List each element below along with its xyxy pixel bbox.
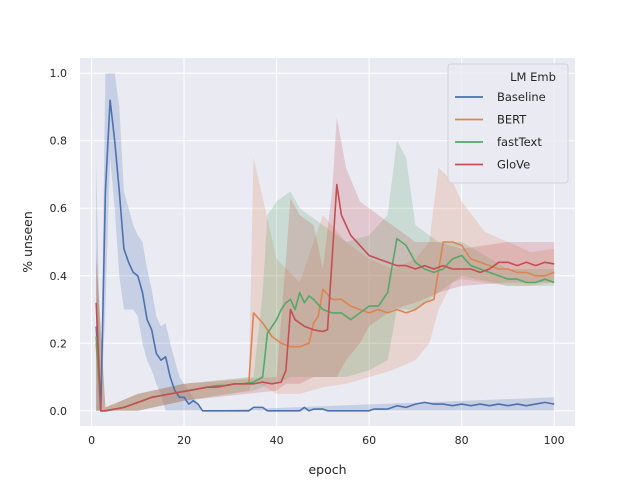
x-tick-label: 60 (362, 434, 376, 447)
x-tick-label: 20 (177, 434, 191, 447)
y-tick-label: 1.0 (50, 67, 68, 80)
x-axis-label: epoch (308, 462, 346, 477)
legend-items: Baseline BERT fastText GloVe (455, 90, 546, 172)
series-lines (95, 99, 555, 412)
y-tick-label: 0.8 (50, 135, 68, 148)
band-bert (96, 157, 555, 411)
legend-label-fasttext: fastText (497, 135, 542, 149)
legend-label-baseline: Baseline (497, 90, 546, 104)
line-baseline (95, 99, 555, 412)
x-tick-label: 40 (270, 434, 284, 447)
x-tick-label: 0 (88, 434, 95, 447)
confidence-bands (96, 73, 555, 411)
y-tick-label: 0.2 (50, 337, 68, 350)
y-tick-label: 0.4 (50, 270, 68, 283)
x-tick-label: 80 (455, 434, 469, 447)
legend: LM Emb Baseline BERT fastText GloVe (447, 63, 569, 184)
legend-label-bert: BERT (497, 113, 527, 127)
y-tick-label: 0.6 (50, 202, 68, 215)
legend-title: LM Emb (510, 70, 556, 84)
band-fasttext (96, 140, 555, 411)
x-tick-label: 100 (544, 434, 565, 447)
legend-label-glove: GloVe (497, 158, 530, 172)
y-tick-label: 0.0 (50, 405, 68, 418)
line-glove (95, 183, 555, 412)
band-glove (96, 117, 555, 411)
legend-box (447, 63, 569, 184)
y-axis-label: % unseen (20, 211, 35, 273)
y-axis-ticks: 0.0 0.2 0.4 0.6 0.8 1.0 (50, 67, 68, 418)
x-axis-ticks: 0 20 40 60 80 100 (88, 434, 565, 447)
